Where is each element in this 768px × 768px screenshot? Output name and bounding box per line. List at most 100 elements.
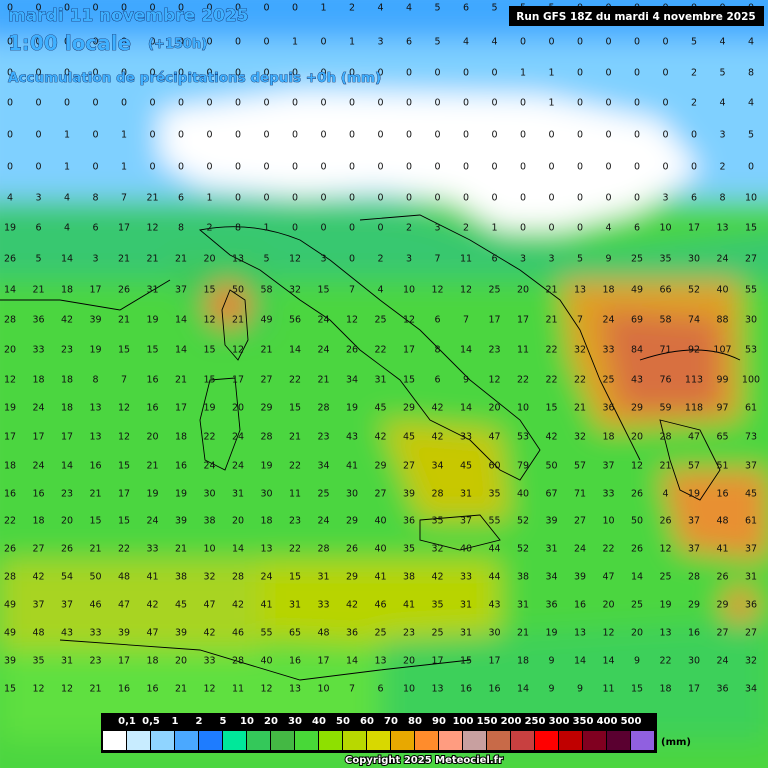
grid-value: 28 xyxy=(260,432,272,443)
grid-value: 0 xyxy=(377,162,383,173)
grid-value: 50 xyxy=(545,461,557,472)
grid-value: 4 xyxy=(662,489,668,500)
grid-value: 14 xyxy=(175,315,187,326)
legend-label: 60 xyxy=(360,716,374,727)
grid-value: 42 xyxy=(32,572,44,583)
grid-value: 5 xyxy=(491,3,497,14)
grid-value: 1 xyxy=(206,193,212,204)
grid-value: 0 xyxy=(491,130,497,141)
grid-value: 4 xyxy=(491,37,497,48)
grid-value: 0 xyxy=(634,98,640,109)
grid-value: 12 xyxy=(403,315,415,326)
grid-value: 18 xyxy=(61,375,73,386)
legend-swatch xyxy=(247,731,270,750)
grid-value: 13 xyxy=(574,628,586,639)
grid-value: 7 xyxy=(577,315,583,326)
grid-value: 42 xyxy=(431,432,443,443)
grid-value: 51 xyxy=(716,461,728,472)
legend-label: 10 xyxy=(240,716,254,727)
legend-label: 0,1 xyxy=(118,716,136,727)
grid-value: 40 xyxy=(460,544,472,555)
grid-value: 16 xyxy=(460,684,472,695)
grid-value: 36 xyxy=(545,600,557,611)
grid-value: 0 xyxy=(605,37,611,48)
grid-value: 0 xyxy=(577,130,583,141)
grid-value: 0 xyxy=(92,37,98,48)
grid-value: 0 xyxy=(634,162,640,173)
grid-value: 4 xyxy=(748,37,754,48)
grid-value: 0 xyxy=(121,98,127,109)
grid-value: 19 xyxy=(89,345,101,356)
grid-value: 2 xyxy=(206,223,212,234)
grid-value: 10 xyxy=(602,516,614,527)
grid-value: 14 xyxy=(517,684,529,695)
grid-value: 0 xyxy=(292,68,298,79)
grid-value: 25 xyxy=(374,628,386,639)
grid-value: 0 xyxy=(577,223,583,234)
grid-value: 26 xyxy=(631,489,643,500)
grid-value: 33 xyxy=(146,544,158,555)
grid-value: 0 xyxy=(178,37,184,48)
grid-value: 25 xyxy=(374,315,386,326)
grid-value: 43 xyxy=(61,628,73,639)
grid-value: 0 xyxy=(349,193,355,204)
grid-value: 0 xyxy=(7,98,13,109)
legend-swatch xyxy=(439,731,462,750)
grid-value: 8 xyxy=(178,223,184,234)
grid-value: 38 xyxy=(203,516,215,527)
grid-value: 53 xyxy=(517,432,529,443)
grid-value: 14 xyxy=(574,656,586,667)
grid-value: 1 xyxy=(64,130,70,141)
grid-value: 52 xyxy=(688,285,700,296)
grid-value: 28 xyxy=(4,315,16,326)
grid-value: 0 xyxy=(235,37,241,48)
grid-value: 27 xyxy=(374,489,386,500)
grid-value: 13 xyxy=(716,223,728,234)
grid-value: 25 xyxy=(488,285,500,296)
grid-value: 0 xyxy=(320,68,326,79)
grid-value: 8 xyxy=(748,68,754,79)
grid-value: 26 xyxy=(659,516,671,527)
grid-value: 0 xyxy=(149,37,155,48)
grid-value: 2 xyxy=(691,98,697,109)
grid-value: 31 xyxy=(232,489,244,500)
grid-value: 15 xyxy=(631,684,643,695)
grid-value: 19 xyxy=(346,403,358,414)
grid-value: 29 xyxy=(631,403,643,414)
grid-value: 1 xyxy=(292,37,298,48)
grid-value: 34 xyxy=(317,461,329,472)
grid-value: 0 xyxy=(605,130,611,141)
grid-value: 12 xyxy=(488,375,500,386)
grid-value: 17 xyxy=(118,489,130,500)
grid-value: 0 xyxy=(320,98,326,109)
grid-value: 6 xyxy=(691,193,697,204)
grid-value: 54 xyxy=(61,572,73,583)
legend-swatch xyxy=(295,731,318,750)
grid-value: 0 xyxy=(206,3,212,14)
grid-value: 0 xyxy=(691,162,697,173)
grid-value: 53 xyxy=(745,345,757,356)
grid-value: 22 xyxy=(545,375,557,386)
grid-value: 6 xyxy=(634,223,640,234)
grid-value: 13 xyxy=(374,656,386,667)
legend-swatch xyxy=(199,731,222,750)
grid-value: 27 xyxy=(574,516,586,527)
grid-value: 0 xyxy=(662,68,668,79)
grid-value: 3 xyxy=(406,254,412,265)
grid-value: 49 xyxy=(260,315,272,326)
grid-value: 60 xyxy=(488,461,500,472)
grid-value: 26 xyxy=(61,544,73,555)
legend-label: 400 xyxy=(597,716,618,727)
grid-value: 0 xyxy=(7,162,13,173)
grid-value: 21 xyxy=(146,461,158,472)
grid-value: 24 xyxy=(716,254,728,265)
grid-value: 0 xyxy=(406,162,412,173)
grid-value: 0 xyxy=(349,98,355,109)
grid-value: 19 xyxy=(659,600,671,611)
grid-value: 0 xyxy=(406,68,412,79)
grid-value: 36 xyxy=(346,628,358,639)
grid-value: 33 xyxy=(203,656,215,667)
grid-value: 37 xyxy=(460,516,472,527)
grid-value: 43 xyxy=(631,375,643,386)
